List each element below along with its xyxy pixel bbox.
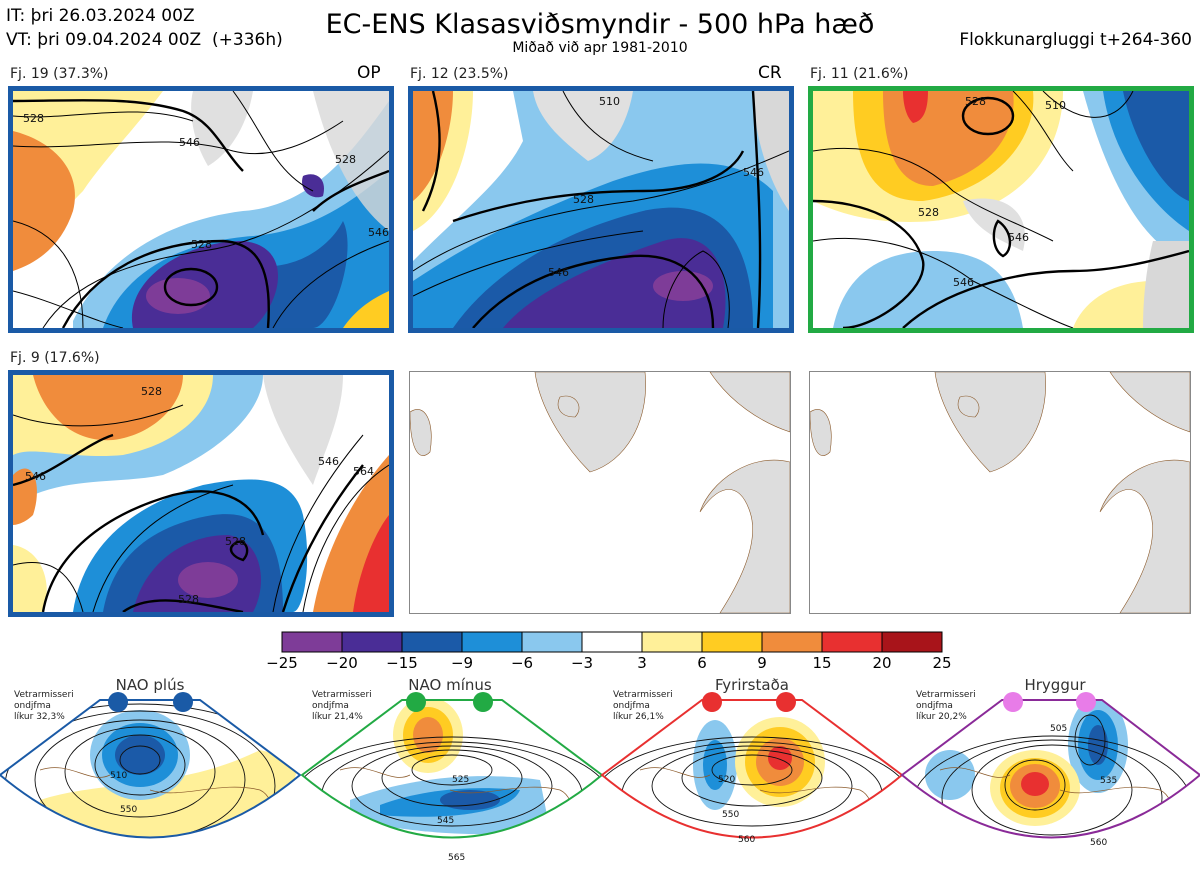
panel-3-contour-3: 528 (965, 95, 986, 108)
panel-2-contour-3: 546 (548, 266, 569, 279)
panel-3-label: Fj. 11 (21.6%) (810, 66, 909, 82)
colorbar-tick-label: 6 (697, 654, 707, 672)
empty-map-6 (809, 371, 1191, 614)
panel-2-contour-4: 546 (743, 166, 764, 179)
colorbar-cell (521, 631, 583, 653)
panel-2-label: Fj. 12 (23.5%) (410, 66, 509, 82)
panel-2-tag: CR (758, 63, 782, 83)
nao-minus-contour-2: 545 (437, 816, 454, 826)
colorbar-tick-label: 25 (932, 654, 952, 672)
nao-plus-contour-2: 550 (120, 805, 137, 815)
colorbar-cell (341, 631, 403, 653)
blocking-contour-1: 520 (718, 775, 735, 785)
cluster-map-19: 528 528 546 528 546 (8, 86, 394, 333)
colorbar-cell (761, 631, 823, 653)
colorbar-tick-label: 20 (872, 654, 892, 672)
panel-3-contour-1: 528 (918, 206, 939, 219)
cluster-map-9: 528 546 528 546 528 564 (8, 370, 394, 617)
panel-2-contour-1: 510 (599, 95, 620, 108)
cluster-map-11: 528 510 528 546 546 (808, 86, 1194, 333)
panel-1-contour-1: 528 (23, 112, 44, 125)
regime-maps: 510 550 525 545 565 (0, 692, 1200, 863)
colorbar-cell (641, 631, 703, 653)
colorbar-tick-label: −3 (570, 654, 594, 672)
nao-minus-contour-3: 565 (448, 853, 465, 863)
blocking-contour-2: 550 (722, 810, 739, 820)
colorbar-tick-label: −25 (266, 654, 298, 672)
colorbar-tick-label: −9 (450, 654, 474, 672)
empty-map-5 (409, 371, 791, 614)
blocking-contour-3: 560 (738, 835, 755, 845)
regime-blocking-note: Vetrarmisseri ondjfma líkur 26,1% (613, 690, 673, 722)
colorbar-cell (281, 631, 343, 653)
panel-1-contour-3: 546 (179, 136, 200, 149)
valid-time: VT: þri 09.04.2024 00Z (+336h) (6, 30, 283, 50)
colorbar-tick-label: 3 (637, 654, 647, 672)
regime-nao-minus-note: Vetrarmisseri ondjfma líkur 21,4% (312, 690, 372, 722)
colorbar-cell (581, 631, 643, 653)
colorbar-tick-label: 9 (757, 654, 767, 672)
panel-4-contour-6: 564 (353, 465, 374, 478)
nao-plus-contour-1: 510 (110, 771, 127, 781)
regime-ridge-note: Vetrarmisseri ondjfma líkur 20,2% (916, 690, 976, 722)
init-time: IT: þri 26.03.2024 00Z (6, 6, 195, 26)
colorbar-cell (821, 631, 883, 653)
regime-ridge-title: Hryggur (1024, 676, 1086, 694)
panel-1-contour-4: 528 (335, 153, 356, 166)
regime-nao-minus-title: NAO mínus (408, 676, 492, 694)
panel-4-label: Fj. 9 (17.6%) (10, 350, 100, 366)
page-subtitle: Miðað við apr 1981-2010 (512, 40, 688, 56)
nao-minus-contour-1: 525 (452, 775, 469, 785)
colorbar-tick-label: −15 (386, 654, 418, 672)
colorbar-cell (461, 631, 523, 653)
regime-nao-plus-note: Vetrarmisseri ondjfma líkur 32,3% (14, 690, 74, 722)
regime-blocking-title: Fyrirstaða (715, 676, 789, 694)
header-times: IT: þri 26.03.2024 00Z VT: þri 09.04.2024… (6, 4, 283, 52)
colorbar-cell (401, 631, 463, 653)
panel-1-tag: OP (357, 63, 381, 83)
panel-1-contour-5: 546 (368, 226, 389, 239)
cluster-map-12: 510 528 546 546 (408, 86, 794, 333)
regime-nao-plus-title: NAO plús (115, 676, 185, 694)
panel-3-contour-4: 546 (1008, 231, 1029, 244)
panel-4-contour-5: 528 (178, 593, 199, 606)
classification-window: Flokkunargluggi t+264-360 (959, 30, 1192, 50)
colorbar-tick-label: −6 (510, 654, 534, 672)
panel-3-contour-5: 546 (953, 276, 974, 289)
panel-4-contour-1: 528 (141, 385, 162, 398)
panel-1-label: Fj. 19 (37.3%) (10, 66, 109, 82)
panel-4-contour-2: 546 (25, 470, 46, 483)
colorbar-tick-label: −20 (326, 654, 358, 672)
panel-1-contour-2: 528 (191, 238, 212, 251)
ridge-contour-3: 560 (1090, 838, 1107, 848)
ridge-contour-2: 535 (1100, 776, 1117, 786)
colorbar-tick-label: 15 (812, 654, 832, 672)
panel-4-contour-3: 528 (225, 535, 246, 548)
colorbar (281, 631, 943, 653)
ridge-contour-1: 505 (1050, 724, 1067, 734)
colorbar-cell (881, 631, 943, 653)
page-title: EC-ENS Klasasviðsmyndir - 500 hPa hæð (325, 9, 875, 40)
panel-4-contour-4: 546 (318, 455, 339, 468)
colorbar-cell (701, 631, 763, 653)
panel-2-contour-2: 528 (573, 193, 594, 206)
panel-3-contour-2: 510 (1045, 99, 1066, 112)
